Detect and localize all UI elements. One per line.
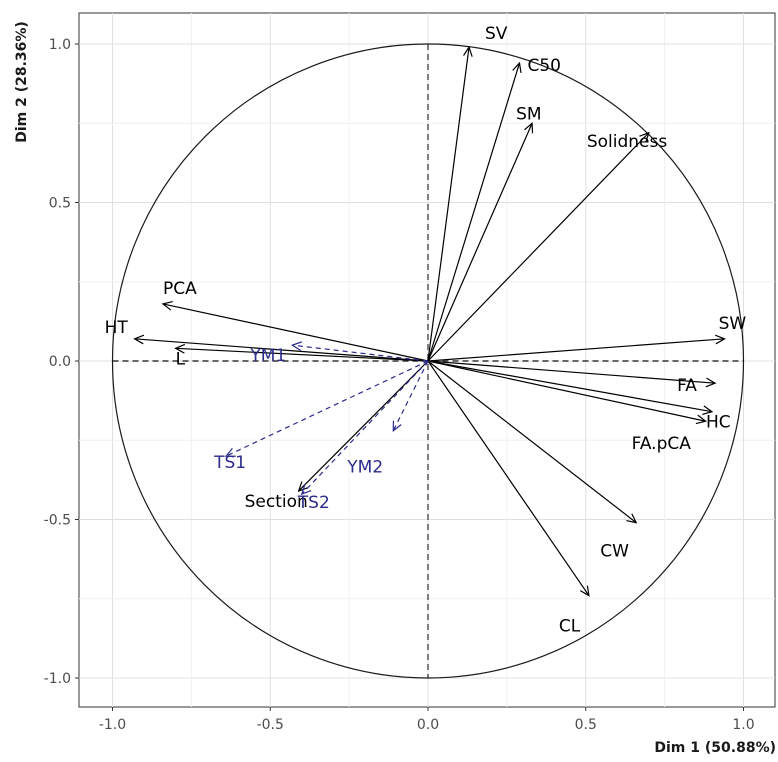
axis-ticks: -1.0 -0.5 0.0 0.5 1.0 -1.0 -0.5 0.0 0.5 1.0 <box>44 37 755 733</box>
arrow-ym1 <box>290 341 429 362</box>
x-tick-label: -1.0 <box>99 717 126 733</box>
arrow-ts2 <box>300 360 429 496</box>
arrow-hc <box>427 360 714 415</box>
label-ht: HT <box>105 318 129 338</box>
arrow-ym2 <box>392 360 429 432</box>
arrow-head <box>133 334 145 345</box>
arrow-shaft <box>162 303 429 362</box>
label-solidness: Solidness <box>587 132 668 152</box>
x-axis-title: Dim 1 (50.88%) <box>654 740 776 756</box>
arrow-shaft <box>301 360 429 495</box>
arrow-fa-pca <box>427 360 707 425</box>
label-sw: SW <box>719 314 747 334</box>
label-l: L <box>176 349 186 369</box>
arrow-shaft <box>225 360 429 457</box>
arrow-shaft <box>427 360 590 596</box>
arrow-head <box>463 45 473 57</box>
label-cw: CW <box>600 542 629 562</box>
y-axis-title: Dim 2 (28.36%) <box>14 21 30 143</box>
label-fa: FA <box>677 376 697 396</box>
arrow-shaft <box>175 347 429 362</box>
arrow-head <box>695 414 707 425</box>
arrow-head <box>626 513 638 524</box>
arrow-solidness <box>427 131 650 362</box>
x-tick-label: 0.5 <box>575 717 597 733</box>
gridlines <box>79 13 775 707</box>
arrow-shaft <box>392 360 429 432</box>
x-tick-label: 0.0 <box>417 717 439 733</box>
arrow-head <box>702 405 714 415</box>
arrow-section <box>297 360 429 492</box>
variable-labels: SV C50 SM Solidness PCA HT L SW FA HC FA.pCA CW CL Se… <box>105 24 747 636</box>
y-tick-label: -1.0 <box>44 671 71 687</box>
arrow-head <box>579 585 590 597</box>
label-ym1: YM1 <box>249 346 286 366</box>
label-ts1: TS1 <box>213 453 246 473</box>
arrow-head <box>290 341 302 352</box>
arrow-shaft <box>427 360 706 422</box>
arrow-c50 <box>427 61 522 362</box>
arrow-shaft <box>298 360 429 492</box>
y-tick-label: 0.0 <box>49 354 71 370</box>
arrow-shaft <box>427 132 650 362</box>
arrow-head <box>715 334 726 345</box>
arrow-shaft <box>292 344 429 362</box>
label-cl: CL <box>559 617 581 637</box>
arrow-shaft <box>427 62 521 362</box>
y-tick-label: 0.5 <box>49 196 71 212</box>
arrow-head <box>392 420 402 432</box>
correlation-circle <box>111 43 745 679</box>
arrow-cl <box>427 360 590 597</box>
label-ym2: YM2 <box>346 458 383 478</box>
y-tick-label: 1.0 <box>49 37 71 53</box>
variable-arrows <box>133 45 726 597</box>
label-fa-pca: FA.pCA <box>632 434 692 454</box>
arrow-head <box>524 121 534 134</box>
arrow-l <box>174 343 429 362</box>
x-tick-label: 1.0 <box>732 717 754 733</box>
arrow-sm <box>427 121 534 362</box>
arrow-head <box>174 343 186 354</box>
arrow-sv <box>427 45 473 362</box>
label-sm: SM <box>516 104 541 124</box>
arrow-shaft <box>427 47 470 362</box>
label-c50: C50 <box>527 56 561 76</box>
arrow-head <box>300 484 312 496</box>
plot-panel <box>78 12 776 708</box>
arrow-fa <box>427 360 717 388</box>
arrow-cw <box>427 360 638 524</box>
arrow-ts1 <box>224 360 429 457</box>
arrow-shaft <box>134 338 429 362</box>
arrow-shaft <box>427 338 725 362</box>
arrow-shaft <box>427 123 533 362</box>
arrow-head <box>161 300 173 311</box>
label-hc: HC <box>706 413 731 433</box>
arrow-sw <box>427 334 726 362</box>
x-tick-label: -0.5 <box>257 717 284 733</box>
arrow-head <box>705 377 717 388</box>
y-tick-label: -0.5 <box>44 513 71 529</box>
arrow-ht <box>133 334 429 362</box>
label-ts2: TS2 <box>297 493 330 513</box>
arrow-head <box>639 131 650 143</box>
arrow-shaft <box>427 360 716 384</box>
arrow-head <box>512 61 522 73</box>
arrow-pca <box>161 300 429 362</box>
arrow-head <box>297 481 309 492</box>
label-section: Section <box>245 492 308 512</box>
arrow-shaft <box>427 360 637 524</box>
arrow-shaft <box>427 360 713 413</box>
label-pca: PCA <box>163 279 197 299</box>
arrow-head <box>224 447 237 457</box>
label-sv: SV <box>485 24 508 44</box>
